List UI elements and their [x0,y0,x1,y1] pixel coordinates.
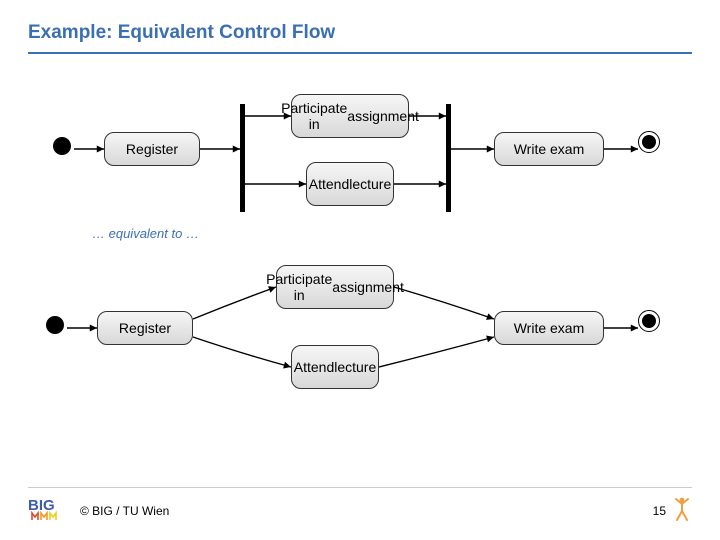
action-exam: Write exam [494,132,604,166]
page-title: Example: Equivalent Control Flow [28,22,720,44]
final-node [638,310,660,332]
action-participate: Participate inassignment [276,265,394,309]
footer-copyright: © BIG / TU Wien [80,504,169,518]
svg-text:BIG: BIG [28,497,55,514]
fork-bar [240,104,245,212]
action-exam: Write exam [494,311,604,345]
action-participate: Participate inassignment [291,94,409,138]
final-node [638,131,660,153]
page-number: 15 [653,504,666,518]
equivalent-text: … equivalent to … [92,226,720,241]
diagram-top: Register Participate inassignment Attendle… [0,90,720,220]
title-underline [28,52,692,54]
action-attend: Attendlecture [291,345,379,389]
action-register: Register [97,311,193,345]
figure-icon [672,496,692,527]
action-register: Register [104,132,200,166]
big-logo-icon: BIG [28,496,72,527]
action-attend: Attendlecture [306,162,394,206]
footer-divider [28,487,692,488]
diagram-bottom: Register Participate inassignment Attendle… [0,257,720,407]
initial-node [46,316,64,334]
initial-node [53,137,71,155]
footer: BIG © BIG / TU Wien 15 [28,496,692,526]
join-bar [446,104,451,212]
